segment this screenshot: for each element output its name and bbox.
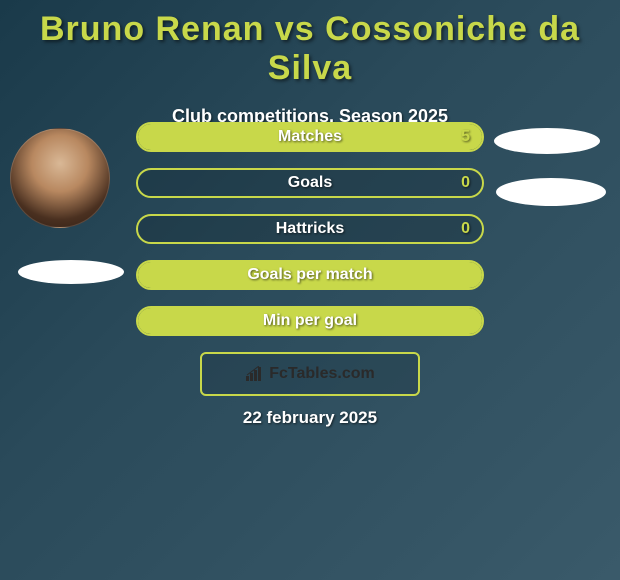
stat-row-matches: Matches 5 <box>136 122 484 152</box>
stat-value: 0 <box>461 174 470 192</box>
stat-row-goals: Goals 0 <box>136 168 484 198</box>
decorative-ellipse <box>18 260 124 284</box>
stat-label: Goals per match <box>247 266 372 284</box>
stat-row-hattricks: Hattricks 0 <box>136 214 484 244</box>
stat-label: Min per goal <box>263 312 357 330</box>
stat-value: 0 <box>461 220 470 238</box>
page-title: Bruno Renan vs Cossoniche da Silva <box>0 0 620 88</box>
attribution-badge[interactable]: FcTables.com <box>200 352 420 396</box>
stat-label: Hattricks <box>276 220 344 238</box>
stats-container: Matches 5 Goals 0 Hattricks 0 Goals per … <box>136 122 484 352</box>
stat-value: 5 <box>461 128 470 146</box>
stat-label: Goals <box>288 174 332 192</box>
stat-row-goals-per-match: Goals per match <box>136 260 484 290</box>
attribution-text: FcTables.com <box>269 365 375 383</box>
chart-icon <box>245 366 265 382</box>
decorative-ellipse <box>496 178 606 206</box>
footer-date: 22 february 2025 <box>0 408 620 428</box>
stat-label: Matches <box>278 128 342 146</box>
player-avatar <box>10 128 110 228</box>
stat-row-min-per-goal: Min per goal <box>136 306 484 336</box>
decorative-ellipse <box>494 128 600 154</box>
